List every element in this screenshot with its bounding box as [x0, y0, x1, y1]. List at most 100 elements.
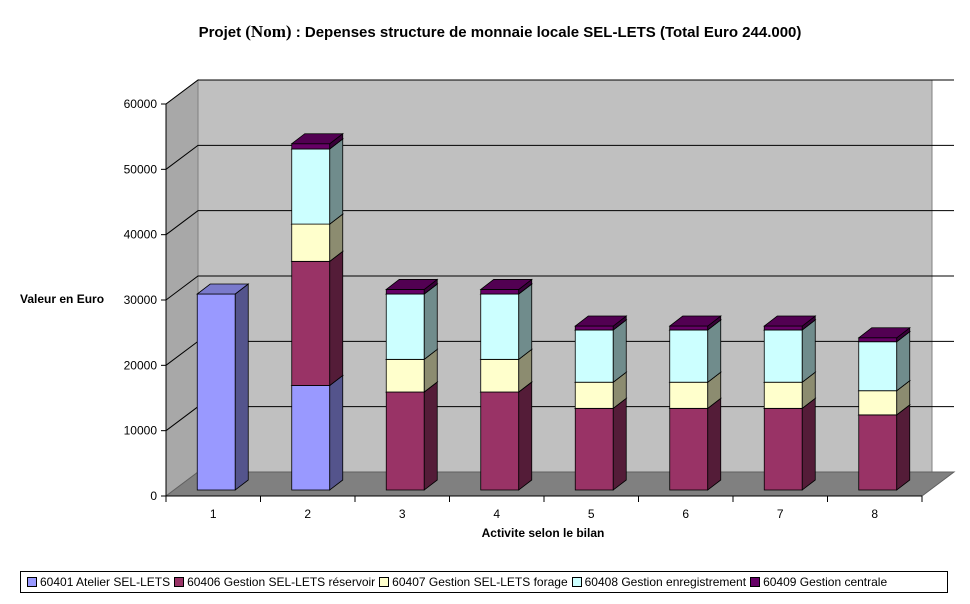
legend-item: 60401 Atelier SEL-LETS [27, 575, 170, 589]
legend-swatch [750, 577, 761, 587]
bar-segment [763, 397, 817, 491]
bar-face [574, 381, 614, 409]
bar-segment [668, 397, 722, 491]
bar-segment [196, 283, 250, 491]
x-tick-label: 3 [399, 507, 406, 521]
bar-face [858, 390, 898, 416]
bar-face [763, 329, 803, 383]
gridline [165, 210, 954, 236]
bar-segment [385, 381, 439, 491]
bar-face [480, 293, 520, 360]
title-prefix: Projet [199, 24, 246, 41]
legend-item: 60408 Gestion enregistrement [571, 575, 747, 589]
title-suffix: : Depenses structure de monnaie locale S… [292, 24, 802, 41]
bar-face [196, 293, 236, 491]
bar-top [385, 279, 439, 290]
gridline [165, 79, 954, 105]
bar-segment [290, 138, 344, 225]
x-tick-label: 6 [682, 507, 689, 521]
bars [196, 132, 911, 491]
x-tick-label: 1 [210, 507, 217, 521]
tick-labels: 0 10000 20000 30000 40000 50000 60000 1 2 3 4 5 6 7 8 [124, 97, 879, 521]
bar-face [858, 337, 898, 343]
legend-item: 60407 Gestion SEL-LETS forage [379, 575, 568, 589]
bar-segment [857, 404, 911, 491]
y-tick-label: 30000 [124, 293, 158, 307]
legend-swatch [174, 577, 185, 587]
bar-face [669, 381, 709, 409]
legend-label: 60407 Gestion SEL-LETS forage [392, 575, 568, 589]
legend: 60401 Atelier SEL-LETS 60406 Gestion SEL-… [20, 571, 948, 593]
bar-side [234, 283, 249, 491]
gridline [165, 144, 954, 170]
bar-top [196, 283, 250, 295]
y-axis-label: Valeur en Euro [20, 292, 104, 306]
bar-face [385, 289, 425, 295]
y-tick-label: 0 [150, 489, 157, 503]
bar-face [291, 143, 331, 150]
bar-top [479, 279, 533, 290]
bar-top [290, 133, 344, 145]
bar-segment [668, 315, 722, 331]
legend-item: 60406 Gestion SEL-LETS réservoir [174, 575, 375, 589]
bar-segment [574, 397, 628, 491]
bar-side [329, 138, 344, 225]
title-name: (Nom) [245, 22, 291, 41]
bar-side [801, 319, 816, 384]
y-tick-label: 40000 [124, 228, 158, 242]
bar-top [857, 327, 911, 339]
bar-segment [857, 326, 911, 343]
bar-face [858, 341, 898, 392]
x-tick-label: 4 [493, 507, 500, 521]
legend-label: 60406 Gestion SEL-LETS réservoir [187, 575, 376, 589]
axes [161, 103, 923, 502]
bar-segment [763, 315, 817, 331]
bar-face [763, 381, 803, 409]
y-tick-label: 20000 [124, 358, 158, 372]
bar-face [480, 358, 520, 393]
bar-side [423, 283, 438, 361]
y-tick-label: 50000 [124, 162, 158, 176]
bar-segment [385, 278, 439, 295]
bar-face [385, 293, 425, 360]
bar-side [707, 319, 722, 384]
bar-segment [290, 132, 344, 150]
legend-label: 60408 Gestion enregistrement [584, 575, 747, 589]
x-tick-label: 5 [588, 507, 595, 521]
bar-top [574, 315, 628, 327]
bar-side [896, 404, 911, 491]
bar-face [574, 407, 614, 491]
bar-side [612, 397, 627, 491]
bar-segment [290, 250, 344, 387]
bar-face [291, 260, 331, 386]
bar-face [385, 358, 425, 393]
gridline [165, 275, 954, 301]
legend-label: 60409 Gestion centrale [763, 575, 888, 589]
y-tick-label: 60000 [124, 97, 158, 111]
bar-face [669, 407, 709, 491]
bar-segment [290, 374, 344, 491]
bar-side [329, 374, 344, 491]
bar-side [612, 319, 627, 384]
bar-segment [479, 278, 533, 295]
bar-face [763, 325, 803, 331]
bar-face [291, 223, 331, 262]
bar-side [801, 397, 816, 491]
bar-face [480, 391, 520, 491]
bar-side [329, 250, 344, 387]
bar-face [385, 391, 425, 491]
bar-top [668, 315, 722, 327]
bar-face [669, 329, 709, 383]
bar-side [423, 381, 438, 491]
bar-segment [385, 283, 439, 361]
bar-side [518, 381, 533, 491]
bar-segment [479, 381, 533, 491]
legend-swatch [571, 577, 582, 587]
legend-swatch [27, 577, 37, 587]
bar-side [518, 283, 533, 361]
bar-face [763, 407, 803, 491]
bar-face [858, 414, 898, 491]
x-tick-label: 2 [304, 507, 311, 521]
bar-face [291, 148, 331, 225]
